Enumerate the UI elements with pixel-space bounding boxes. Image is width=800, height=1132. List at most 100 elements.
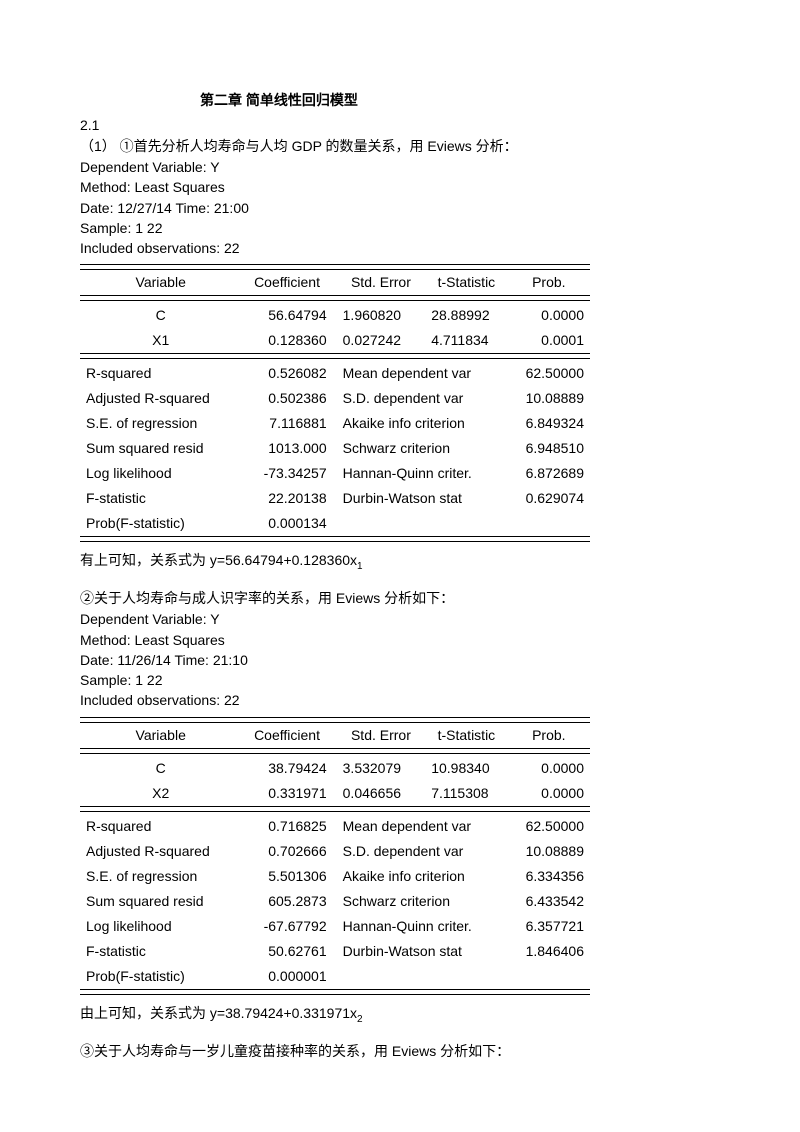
hdr-coef: Coefficient — [241, 722, 332, 748]
hdr-variable: Variable — [80, 722, 241, 748]
analysis2-intro: ②关于人均寿命与成人识字率的关系，用 Eviews 分析如下： — [80, 588, 720, 609]
eqn-sub: 1 — [357, 561, 363, 572]
analysis2-table: Variable Coefficient Std. Error t-Statis… — [80, 717, 590, 997]
stat-label: R-squared — [80, 814, 241, 839]
stat-label: S.E. of regression — [80, 411, 241, 436]
eqn-text: 由上可知，关系式为 y=38.79424+0.331971x — [80, 1005, 357, 1021]
stat-value: 7.116881 — [241, 411, 332, 436]
stat-label: R-squared — [80, 361, 241, 386]
hdr-se: Std. Error — [333, 270, 426, 296]
table-row: Adjusted R-squared0.502386S.D. dependent… — [80, 386, 590, 411]
stat-label: Adjusted R-squared — [80, 839, 241, 864]
stat-value: 62.50000 — [508, 361, 590, 386]
table-row: Log likelihood-73.34257Hannan-Quinn crit… — [80, 461, 590, 486]
stat-label: Akaike info criterion — [333, 864, 508, 889]
document-page: 第二章 简单线性回归模型 2.1 （1） ①首先分析人均寿命与人均 GDP 的数… — [0, 0, 800, 1132]
cell-t: 28.88992 — [425, 303, 507, 328]
a2-method: Method: Least Squares — [80, 630, 720, 650]
cell-var: X1 — [80, 328, 241, 354]
hdr-p: Prob. — [508, 270, 590, 296]
cell-coef: 56.64794 — [241, 303, 332, 328]
hdr-p: Prob. — [508, 722, 590, 748]
hdr-variable: Variable — [80, 270, 241, 296]
table-row: R-squared0.716825Mean dependent var62.50… — [80, 814, 590, 839]
stat-value: 0.702666 — [241, 839, 332, 864]
stat-label: Akaike info criterion — [333, 411, 508, 436]
cell-se: 0.046656 — [333, 781, 426, 807]
table-row: F-statistic50.62761Durbin-Watson stat1.8… — [80, 939, 590, 964]
cell-var: C — [80, 303, 241, 328]
stat-value: 0.526082 — [241, 361, 332, 386]
a1-col-headers: Variable Coefficient Std. Error t-Statis… — [80, 270, 590, 296]
stat-label: Log likelihood — [80, 461, 241, 486]
stat-label: Hannan-Quinn criter. — [333, 461, 508, 486]
cell-t: 4.711834 — [425, 328, 507, 354]
table-row: C 38.79424 3.532079 10.98340 0.0000 — [80, 756, 590, 781]
cell-se: 0.027242 — [333, 328, 426, 354]
stat-label: Schwarz criterion — [333, 889, 508, 914]
hdr-se: Std. Error — [333, 722, 426, 748]
a2-col-headers: Variable Coefficient Std. Error t-Statis… — [80, 722, 590, 748]
table-row: F-statistic22.20138Durbin-Watson stat0.6… — [80, 486, 590, 511]
table-row: Adjusted R-squared0.702666S.D. dependent… — [80, 839, 590, 864]
a1-sample: Sample: 1 22 — [80, 218, 720, 238]
stat-label: Adjusted R-squared — [80, 386, 241, 411]
stat-value: -73.34257 — [241, 461, 332, 486]
stat-value: 0.000134 — [241, 511, 332, 537]
stat-label: Durbin-Watson stat — [333, 486, 508, 511]
table-row: X2 0.331971 0.046656 7.115308 0.0000 — [80, 781, 590, 807]
analysis1-table: Variable Coefficient Std. Error t-Statis… — [80, 264, 590, 544]
cell-p: 0.0001 — [508, 328, 590, 354]
stat-value: -67.67792 — [241, 914, 332, 939]
stat-value: 1.846406 — [508, 939, 590, 964]
cell-se: 3.532079 — [333, 756, 426, 781]
stat-value: 0.000001 — [241, 964, 332, 990]
stat-value: 10.08889 — [508, 386, 590, 411]
hdr-coef: Coefficient — [241, 270, 332, 296]
stat-label: Mean dependent var — [333, 814, 508, 839]
cell-p: 0.0000 — [508, 756, 590, 781]
a1-obs: Included observations: 22 — [80, 238, 720, 258]
cell-coef: 0.331971 — [241, 781, 332, 807]
stat-value: 22.20138 — [241, 486, 332, 511]
table-row: Sum squared resid1013.000Schwarz criteri… — [80, 436, 590, 461]
cell-coef: 0.128360 — [241, 328, 332, 354]
table-row: Sum squared resid605.2873Schwarz criteri… — [80, 889, 590, 914]
stat-value: 10.08889 — [508, 839, 590, 864]
stat-value — [508, 511, 590, 537]
a1-dep: Dependent Variable: Y — [80, 157, 720, 177]
stat-label — [333, 964, 508, 990]
stat-value: 0.629074 — [508, 486, 590, 511]
stat-label: Prob(F-statistic) — [80, 511, 241, 537]
cell-t: 7.115308 — [425, 781, 507, 807]
table-row: Prob(F-statistic)0.000134 — [80, 511, 590, 537]
stat-value: 6.948510 — [508, 436, 590, 461]
analysis1-header: Dependent Variable: Y Method: Least Squa… — [80, 157, 720, 258]
stat-value: 6.849324 — [508, 411, 590, 436]
a1-date: Date: 12/27/14 Time: 21:00 — [80, 198, 720, 218]
section-number: 2.1 — [80, 115, 720, 136]
stat-label: Log likelihood — [80, 914, 241, 939]
stat-value: 62.50000 — [508, 814, 590, 839]
table-row: X1 0.128360 0.027242 4.711834 0.0001 — [80, 328, 590, 354]
cell-se: 1.960820 — [333, 303, 426, 328]
eqn-text: 有上可知，关系式为 y=56.64794+0.128360x — [80, 552, 357, 568]
stat-label — [333, 511, 508, 537]
table-row: R-squared0.526082Mean dependent var62.50… — [80, 361, 590, 386]
stat-label: F-statistic — [80, 939, 241, 964]
analysis1-equation: 有上可知，关系式为 y=56.64794+0.128360x1 — [80, 550, 720, 574]
stat-value: 605.2873 — [241, 889, 332, 914]
stat-label: Sum squared resid — [80, 889, 241, 914]
cell-t: 10.98340 — [425, 756, 507, 781]
stat-label: S.D. dependent var — [333, 839, 508, 864]
hdr-t: t-Statistic — [425, 722, 507, 748]
a1-method: Method: Least Squares — [80, 177, 720, 197]
stat-label: S.E. of regression — [80, 864, 241, 889]
analysis1-intro: （1） ①首先分析人均寿命与人均 GDP 的数量关系，用 Eviews 分析： — [80, 136, 720, 157]
stat-label: Durbin-Watson stat — [333, 939, 508, 964]
stat-value: 50.62761 — [241, 939, 332, 964]
table-row: Prob(F-statistic)0.000001 — [80, 964, 590, 990]
chapter-title: 第二章 简单线性回归模型 — [200, 90, 720, 111]
cell-p: 0.0000 — [508, 781, 590, 807]
table-row: S.E. of regression5.501306Akaike info cr… — [80, 864, 590, 889]
